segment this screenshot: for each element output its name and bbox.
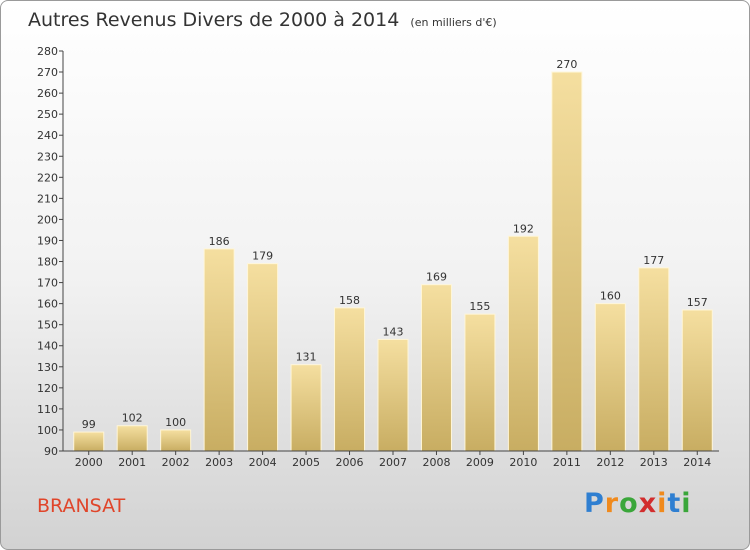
data-label: 143 <box>383 325 404 338</box>
chart-subtitle: (en milliers d'€) <box>410 16 497 29</box>
y-tick-label: 140 <box>37 340 58 353</box>
x-tick-label: 2000 <box>75 456 103 469</box>
bar-2010 <box>507 235 539 452</box>
x-tick-label: 2004 <box>249 456 277 469</box>
x-tick-label: 2014 <box>683 456 711 469</box>
bars-group <box>73 71 713 452</box>
bar-2003 <box>203 248 235 452</box>
y-tick-label: 220 <box>37 171 58 184</box>
x-tick-label: 2013 <box>640 456 668 469</box>
data-label: 177 <box>643 254 664 267</box>
logo-letter: t <box>667 488 682 519</box>
y-tick-label: 170 <box>37 277 58 290</box>
data-label: 169 <box>426 271 447 284</box>
data-label: 131 <box>296 351 317 364</box>
x-tick-label: 2010 <box>509 456 537 469</box>
x-tick-label: 2006 <box>336 456 364 469</box>
y-tick-label: 190 <box>37 234 58 247</box>
x-tick-label: 2007 <box>379 456 407 469</box>
y-tick-label: 280 <box>37 45 58 58</box>
data-label: 155 <box>469 300 490 313</box>
x-tick-label: 2005 <box>292 456 320 469</box>
x-tick-label: 2001 <box>118 456 146 469</box>
x-tick-label: 2011 <box>553 456 581 469</box>
data-label: 158 <box>339 294 360 307</box>
bar-2009 <box>464 313 496 452</box>
bar-2011 <box>551 71 583 452</box>
bar-2005 <box>290 364 322 452</box>
title-row: Autres Revenus Divers de 2000 à 2014 (en… <box>28 9 497 31</box>
data-label: 179 <box>252 250 273 263</box>
bar-2001 <box>116 425 148 452</box>
x-tick-labels: 2000 2001 2002 2003 2004 2005 2006 2007 2008 2009… <box>75 456 712 469</box>
y-tick-label: 200 <box>37 213 58 226</box>
y-tick-label: 120 <box>37 382 58 395</box>
y-tick-label: 210 <box>37 192 58 205</box>
data-label: 102 <box>122 412 143 425</box>
data-label: 186 <box>209 235 230 248</box>
x-tick-label: 2002 <box>162 456 190 469</box>
bar-2007 <box>377 338 409 452</box>
y-tick-label: 130 <box>37 361 58 374</box>
data-label: 99 <box>82 418 96 431</box>
proxiti-logo: Proxiti <box>584 488 692 519</box>
logo-letter: i <box>681 488 692 519</box>
bar-2004 <box>247 263 279 452</box>
chart-title: Autres Revenus Divers de 2000 à 2014 <box>28 9 400 31</box>
y-tick-label: 160 <box>37 298 58 311</box>
axes-group <box>59 50 719 455</box>
bar-2008 <box>420 284 452 452</box>
x-tick-label: 2003 <box>205 456 233 469</box>
x-tick-label: 2008 <box>422 456 450 469</box>
logo-letter: o <box>619 488 639 519</box>
bar-2000 <box>73 431 105 452</box>
y-tick-label: 230 <box>37 150 58 163</box>
y-tick-label: 260 <box>37 87 58 100</box>
y-tick-labels: 90 100 110 120 130 140 150 160 170 180 190 200 210 22… <box>37 45 58 458</box>
x-tick-label: 2012 <box>596 456 624 469</box>
bar-2012 <box>594 303 626 452</box>
data-label: 160 <box>600 290 621 303</box>
data-label: 192 <box>513 222 534 235</box>
y-tick-label: 150 <box>37 319 58 332</box>
commune-name: BRANSAT <box>37 495 126 517</box>
data-label: 270 <box>556 58 577 71</box>
y-tick-label: 90 <box>44 445 58 458</box>
data-labels: 99 102 100 186 179 131 158 143 169 155 192 270 160 17… <box>82 58 708 431</box>
logo-letter: P <box>584 488 605 519</box>
y-tick-label: 250 <box>37 108 58 121</box>
bar-2014 <box>681 309 713 452</box>
bar-2002 <box>160 429 192 452</box>
y-tick-label: 110 <box>37 403 58 416</box>
x-tick-label: 2009 <box>466 456 494 469</box>
y-tick-label: 270 <box>37 66 58 79</box>
data-label: 100 <box>165 416 186 429</box>
bar-2013 <box>638 267 670 452</box>
data-label: 157 <box>687 296 708 309</box>
logo-letter: i <box>657 488 668 519</box>
y-tick-label: 180 <box>37 256 58 269</box>
y-tick-label: 240 <box>37 129 58 142</box>
y-tick-label: 100 <box>37 424 58 437</box>
logo-letter: x <box>638 488 658 519</box>
logo-letter: r <box>604 488 620 519</box>
bar-2006 <box>334 307 366 452</box>
